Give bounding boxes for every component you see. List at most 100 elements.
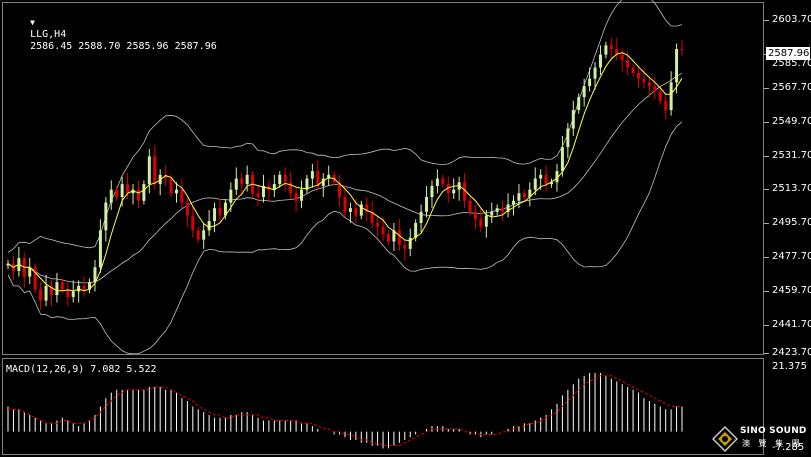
candle-body <box>626 60 630 68</box>
candle-body <box>512 200 515 205</box>
candle-body <box>555 171 559 183</box>
candle-body <box>93 267 97 283</box>
price-label: 2423.70 <box>772 347 811 358</box>
candle-body <box>653 86 657 92</box>
price-label: 2531.70 <box>772 150 811 161</box>
macd-pane[interactable] <box>2 358 764 455</box>
price-pane[interactable] <box>2 2 764 355</box>
candle-body <box>131 189 135 194</box>
candle-body <box>77 285 81 292</box>
macd-axis-bottom: -7.285 <box>772 442 805 453</box>
candle-body <box>348 208 352 212</box>
candle-body <box>71 291 75 297</box>
candle-body <box>642 78 646 83</box>
candle-body <box>213 208 217 222</box>
logo-brand-text: SINO SOUND <box>740 426 807 436</box>
candle-body <box>425 197 429 212</box>
candle-body <box>234 178 238 190</box>
candle-body <box>207 221 211 231</box>
bollinger-upper-band <box>7 0 683 253</box>
bollinger-lower-band <box>7 121 683 355</box>
candle-body <box>283 174 287 183</box>
candle-body <box>169 178 173 194</box>
price-label: 2603.70 <box>772 14 811 25</box>
candle-body <box>544 174 548 185</box>
candle-body <box>191 215 195 231</box>
candle-body <box>397 230 401 246</box>
candle-body <box>386 234 390 242</box>
candle-body <box>631 67 635 74</box>
candle-body <box>300 189 304 201</box>
candle-body <box>560 147 564 172</box>
candle-body <box>403 245 407 249</box>
candle-body <box>109 189 113 203</box>
sino-sound-logo: SINO SOUND 澳 覽 集 團 <box>712 424 808 454</box>
symbol-label: LLG,H4 <box>30 29 67 40</box>
candle-body <box>658 91 662 101</box>
candle-body <box>435 178 439 186</box>
candle-body <box>33 267 37 290</box>
candle-body <box>278 174 282 185</box>
candle-body <box>615 49 619 55</box>
symbol-menu-arrow-icon[interactable]: ▼ <box>30 18 35 27</box>
candle-body <box>28 267 32 277</box>
candle-body <box>321 178 325 186</box>
candle-body <box>272 184 276 190</box>
candle-body <box>479 219 483 227</box>
candle-body <box>381 226 385 235</box>
candle-body <box>441 178 445 185</box>
candle-body <box>598 54 602 68</box>
price-label: 2441.70 <box>772 319 811 330</box>
moving-average-line <box>7 52 683 292</box>
macd-title: MACD(12,26,9) 7.082 5.522 <box>6 364 157 375</box>
candle-body <box>370 211 374 223</box>
candle-body <box>240 178 244 185</box>
price-label: 2477.70 <box>772 251 811 262</box>
current-price-marker: 2587.96 <box>766 47 810 60</box>
candle-body <box>637 73 641 79</box>
candle-body <box>147 156 151 185</box>
candle-body <box>223 202 227 216</box>
candle-body <box>310 171 314 179</box>
candle-body <box>550 182 554 185</box>
candle-body <box>126 184 130 194</box>
candle-body <box>82 285 86 290</box>
candle-body <box>185 202 189 216</box>
candle-body <box>468 200 472 212</box>
candle-body <box>490 211 494 216</box>
candle-body <box>446 184 450 194</box>
candle-body <box>376 222 380 227</box>
price-label: 2549.70 <box>772 116 811 127</box>
candle-body <box>609 45 613 50</box>
candle-body <box>620 54 624 61</box>
candle-body <box>675 49 679 83</box>
chart-header: ▼ LLG,H4 2586.45 2588.70 2585.96 2587.96 <box>6 5 217 65</box>
candle-body <box>522 193 526 198</box>
candle-body <box>539 174 543 179</box>
bollinger-middle-band <box>7 72 683 284</box>
price-label: 2513.70 <box>772 183 811 194</box>
candle-body <box>506 204 510 212</box>
candle-body <box>577 97 581 111</box>
candle-body <box>501 208 505 212</box>
candle-body <box>305 178 309 190</box>
candle-body <box>202 230 206 240</box>
candle-body <box>669 82 673 111</box>
candle-body <box>60 282 64 290</box>
candle-body <box>473 211 477 220</box>
candle-body <box>196 230 200 240</box>
candle-body <box>294 193 298 201</box>
candle-body <box>55 282 59 296</box>
candle-body <box>647 82 651 87</box>
candle-body <box>66 289 70 297</box>
candle-body <box>680 49 684 51</box>
candle-body <box>392 230 396 242</box>
ohlc-values: 2586.45 2588.70 2585.96 2587.96 <box>30 41 217 52</box>
candle-body <box>175 189 178 194</box>
candle-body <box>261 185 265 198</box>
candle-body <box>229 189 233 203</box>
candle-body <box>664 100 668 111</box>
candle-body <box>164 174 168 179</box>
candle-body <box>39 289 43 301</box>
